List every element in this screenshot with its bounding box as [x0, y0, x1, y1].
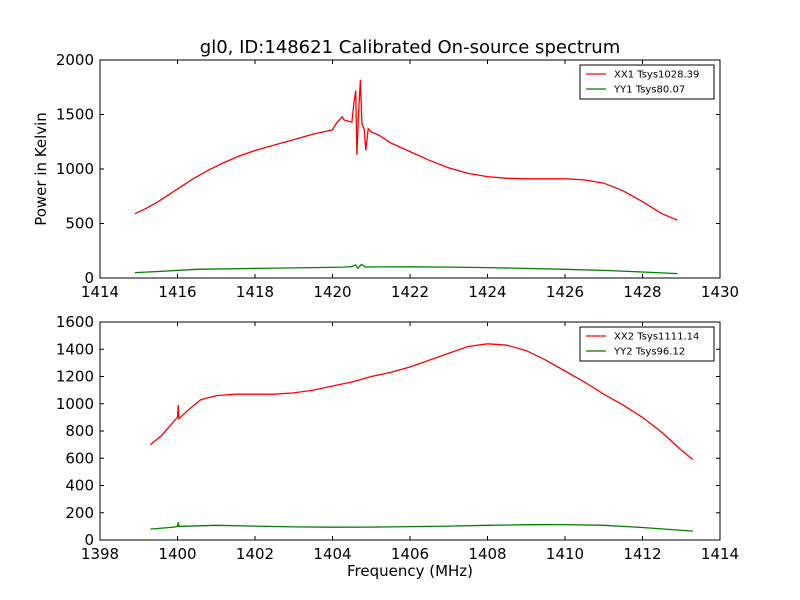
legend-label: YY1 Tsys80.07: [613, 85, 685, 96]
series-line-yy1: [134, 263, 678, 275]
y-tick-label: 2000: [56, 51, 94, 69]
legend-label: XX2 Tsys1111.14: [614, 332, 699, 343]
y-tick-label: 0: [84, 269, 94, 287]
y-tick-label: 400: [65, 477, 94, 495]
series-line-xx1: [134, 79, 678, 221]
y-tick-label: 1600: [56, 313, 94, 331]
legend-label: YY2 Tsys96.12: [613, 347, 685, 358]
x-axis-label: Frequency (MHz): [347, 562, 473, 580]
legend-box: [579, 326, 715, 362]
y-tick-label: 1000: [56, 160, 94, 178]
y-tick-label: 200: [65, 504, 94, 522]
legend: XX2 Tsys1111.14 YY2 Tsys96.12: [579, 326, 715, 362]
y-tick-label: 500: [65, 215, 94, 233]
x-tick-label: 1402: [236, 545, 274, 563]
legend-label: XX1 Tsys1028.39: [614, 70, 699, 81]
x-tick-label: 1418: [236, 283, 274, 301]
y-tick-label: 1200: [56, 368, 94, 386]
y-tick-label: 0: [84, 531, 94, 549]
y-tick-label: 1500: [56, 106, 94, 124]
x-tick-label: 1412: [623, 545, 661, 563]
x-tick-label: 1414: [81, 283, 119, 301]
x-tick-label: 1404: [313, 545, 351, 563]
x-tick-label: 1420: [313, 283, 351, 301]
series-line-xx2: [149, 343, 694, 461]
x-tick-label: 1408: [468, 545, 506, 563]
y-tick-label: 1000: [56, 395, 94, 413]
x-tick-label: 1430: [701, 283, 739, 301]
x-tick-label: 1422: [391, 283, 429, 301]
figure-title: gl0, ID:148621 Calibrated On-source spec…: [200, 37, 620, 58]
legend-box: [579, 64, 715, 100]
x-tick-label: 1398: [81, 545, 119, 563]
y-tick-label: 1400: [56, 340, 94, 358]
x-tick-label: 1426: [546, 283, 584, 301]
x-tick-label: 1428: [623, 283, 661, 301]
spectrum-panel-top: 1414 1416 1418 1420 1422 1424 1426 1428 1430 0 500…: [56, 51, 739, 301]
y-tick-label: 600: [65, 449, 94, 467]
series-line-yy2: [150, 522, 693, 532]
x-tick-label: 1424: [468, 283, 506, 301]
x-tick-label: 1416: [158, 283, 196, 301]
x-tick-label: 1406: [391, 545, 429, 563]
x-tick-label: 1400: [158, 545, 196, 563]
legend: XX1 Tsys1028.39 YY1 Tsys80.07: [579, 64, 715, 100]
y-axis-label: Power in Kelvin: [32, 112, 50, 226]
spectrum-panel-bottom: 1398 1400 1402 1404 1406 1408 1410 1412 1414 0 200…: [56, 313, 739, 563]
x-tick-label: 1414: [701, 545, 739, 563]
x-tick-label: 1410: [546, 545, 584, 563]
y-tick-label: 800: [65, 422, 94, 440]
